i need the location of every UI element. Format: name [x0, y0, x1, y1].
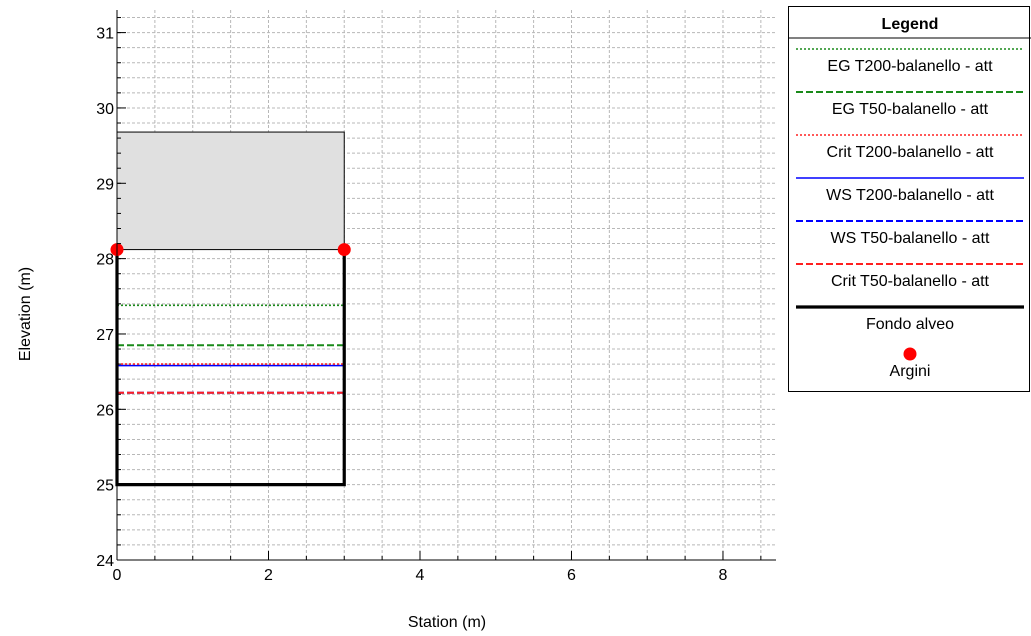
legend-sample-marker — [903, 347, 917, 361]
x-tick-label: 0 — [113, 567, 122, 584]
y-tick-label: 29 — [96, 176, 114, 193]
y-tick-label: 24 — [96, 553, 114, 570]
y-tick-label: 30 — [96, 101, 114, 118]
y-tick-label: 27 — [96, 327, 114, 344]
plot-data — [110, 131, 351, 487]
argini-marker — [337, 243, 351, 257]
legend-label-3: WS T200-balanello - att — [826, 187, 994, 204]
legend-label-5: Crit T50-balanello - att — [831, 273, 990, 290]
y-tick-label: 25 — [96, 478, 114, 495]
legend-label-4: WS T50-balanello - att — [831, 230, 990, 247]
grid — [117, 10, 776, 560]
x-tick-label: 4 — [416, 567, 425, 584]
legend: Legend EG T200-balanello - att EG T50-bal… — [788, 6, 1031, 392]
legend-label-2: Crit T200-balanello - att — [827, 144, 994, 161]
legend-label-7: Argini — [890, 363, 931, 380]
legend-label-0: EG T200-balanello - att — [827, 58, 993, 75]
y-tick-label: 28 — [96, 252, 114, 269]
x-tick-label: 2 — [264, 567, 273, 584]
legend-content: Legend EG T200-balanello - att EG T50-bal… — [789, 16, 1031, 380]
legend-label-1: EG T50-balanello - att — [832, 101, 989, 118]
legend-label-6: Fondo alveo — [866, 316, 954, 333]
y-tick-label: 26 — [96, 402, 114, 419]
x-tick-label: 8 — [719, 567, 728, 584]
y-axis-label: Elevation (m) — [17, 267, 34, 361]
deck-rect — [116, 131, 345, 251]
legend-title: Legend — [882, 16, 939, 33]
y-tick-label: 31 — [96, 26, 114, 43]
x-tick-label: 6 — [567, 567, 576, 584]
x-axis-label: Station (m) — [408, 614, 486, 631]
